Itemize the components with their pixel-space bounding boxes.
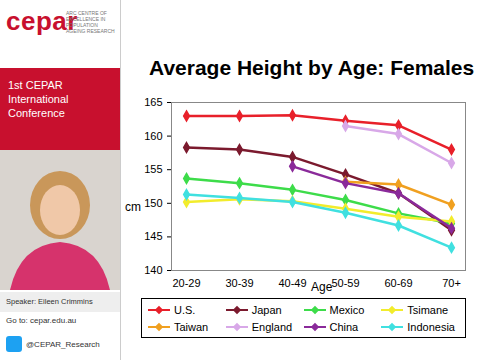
svg-text:20-29: 20-29 (172, 277, 200, 289)
svg-text:40-49: 40-49 (278, 277, 306, 289)
svg-text:50-59: 50-59 (331, 277, 359, 289)
html-text:Speaker: Eileen Crimmins: Speaker: Eileen Crimmins (6, 297, 93, 306)
svg-text:30-39: 30-39 (225, 277, 253, 289)
html-text:Average Height by Age: Females: Average Height by Age: Females (149, 56, 475, 79)
svg-text:150: 150 (144, 197, 162, 209)
html-text:@CEPAR_Research: @CEPAR_Research (26, 339, 100, 349)
html-text:cm: cm (125, 200, 141, 214)
html-text:Tsimane: Tsimane (407, 303, 449, 316)
html-text:China: China (329, 320, 359, 333)
html-text:Mexico: Mexico (329, 303, 365, 316)
html-text:England: England (251, 320, 293, 333)
svg-text:155: 155 (144, 163, 162, 175)
html-text:Japan: Japan (251, 303, 282, 316)
html-text:Go to: cepar.edu.au: Go to: cepar.edu.au (6, 316, 77, 325)
html-text:1st CEPAR International Confer: 1st CEPAR International Conference (8, 79, 69, 119)
html-text:Age: Age (311, 280, 333, 294)
svg-text:70+: 70+ (442, 277, 461, 289)
svg-text:165: 165 (144, 96, 162, 108)
html-text:U.S.: U.S. (174, 303, 196, 316)
svg-text:140: 140 (144, 264, 162, 276)
html-text:cepar: cepar (6, 6, 78, 36)
svg-text:145: 145 (144, 230, 162, 242)
svg-text:60-69: 60-69 (384, 277, 412, 289)
svg-text:160: 160 (144, 130, 162, 142)
html-text:Taiwan: Taiwan (174, 320, 209, 333)
html-text:ARC Centre of Excellence in Po: ARC Centre of Excellence in Population A… (66, 10, 115, 34)
html-text:Indonesia: Indonesia (407, 320, 455, 333)
